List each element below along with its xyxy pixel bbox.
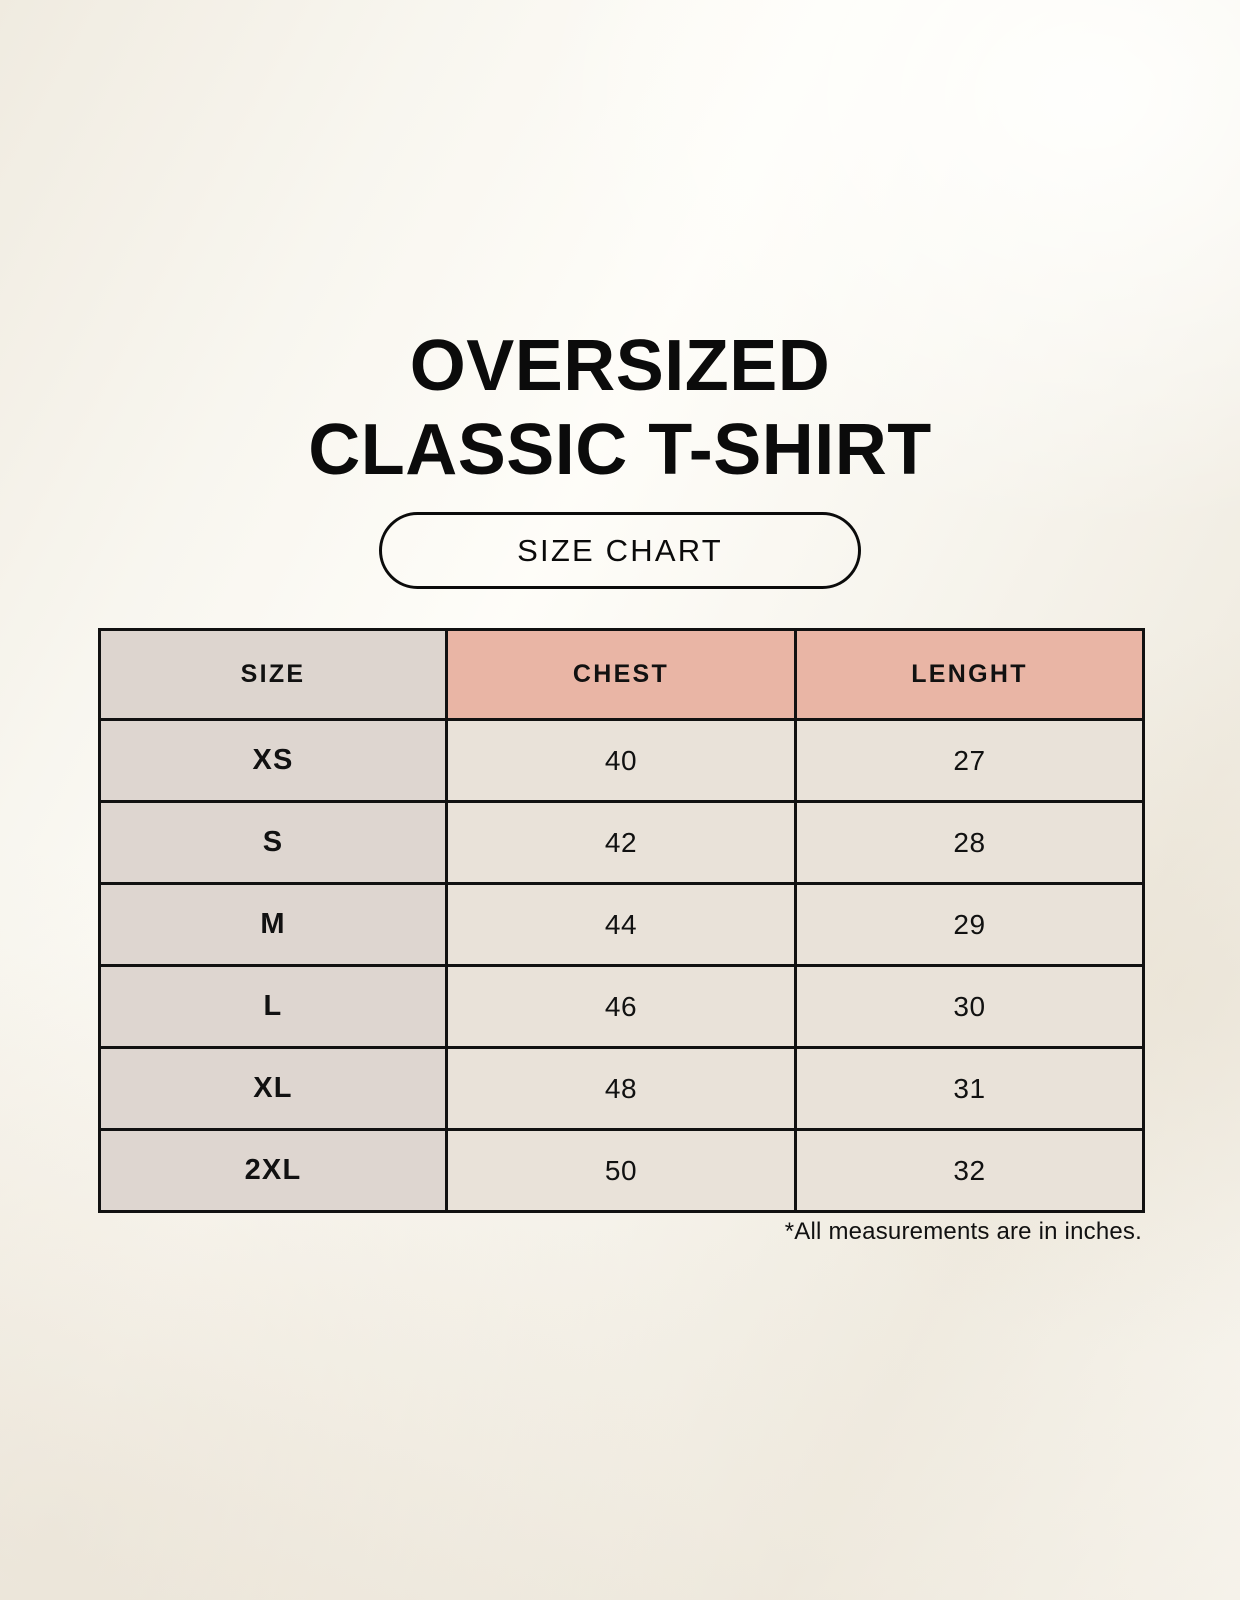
- cell-size: S: [98, 800, 448, 885]
- cell-size: L: [98, 964, 448, 1049]
- cell-length: 29: [794, 882, 1145, 967]
- cell-length: 28: [794, 800, 1145, 885]
- cell-length: 31: [794, 1046, 1145, 1131]
- size-chart-badge: SIZE CHART: [379, 512, 861, 589]
- size-table-body: XS 40 27 S 42 28 M 44 29 L 46 30: [98, 718, 1145, 1213]
- cell-length: 27: [794, 718, 1145, 803]
- table-row: S 42 28: [98, 800, 1145, 885]
- cell-size: XS: [98, 718, 448, 803]
- cell-chest: 50: [445, 1128, 797, 1213]
- cell-length: 32: [794, 1128, 1145, 1213]
- table-row: L 46 30: [98, 964, 1145, 1049]
- cell-chest: 40: [445, 718, 797, 803]
- table-row: 2XL 50 32: [98, 1128, 1145, 1213]
- cell-chest: 48: [445, 1046, 797, 1131]
- cell-size: 2XL: [98, 1128, 448, 1213]
- size-table: SIZE CHEST LENGHT XS 40 27 S 42 28 M: [98, 628, 1145, 1213]
- measurement-units-note: *All measurements are in inches.: [784, 1218, 1142, 1245]
- size-chart-badge-wrap: SIZE CHART: [0, 512, 1240, 589]
- page-title: OVERSIZED CLASSIC T-SHIRT: [0, 330, 1240, 486]
- table-header-row: SIZE CHEST LENGHT: [98, 628, 1145, 721]
- column-header-length: LENGHT: [794, 628, 1145, 721]
- size-table-head: SIZE CHEST LENGHT: [98, 628, 1145, 721]
- title-line-2: CLASSIC T-SHIRT: [308, 410, 932, 490]
- cell-length: 30: [794, 964, 1145, 1049]
- cell-chest: 46: [445, 964, 797, 1049]
- title-line-1: OVERSIZED: [409, 326, 831, 406]
- size-table-wrap: SIZE CHEST LENGHT XS 40 27 S 42 28 M: [98, 628, 1145, 1213]
- column-header-size: SIZE: [98, 628, 448, 721]
- cell-chest: 44: [445, 882, 797, 967]
- table-row: XS 40 27: [98, 718, 1145, 803]
- column-header-chest: CHEST: [445, 628, 797, 721]
- table-row: XL 48 31: [98, 1046, 1145, 1131]
- cell-size: M: [98, 882, 448, 967]
- cell-size: XL: [98, 1046, 448, 1131]
- cell-chest: 42: [445, 800, 797, 885]
- table-row: M 44 29: [98, 882, 1145, 967]
